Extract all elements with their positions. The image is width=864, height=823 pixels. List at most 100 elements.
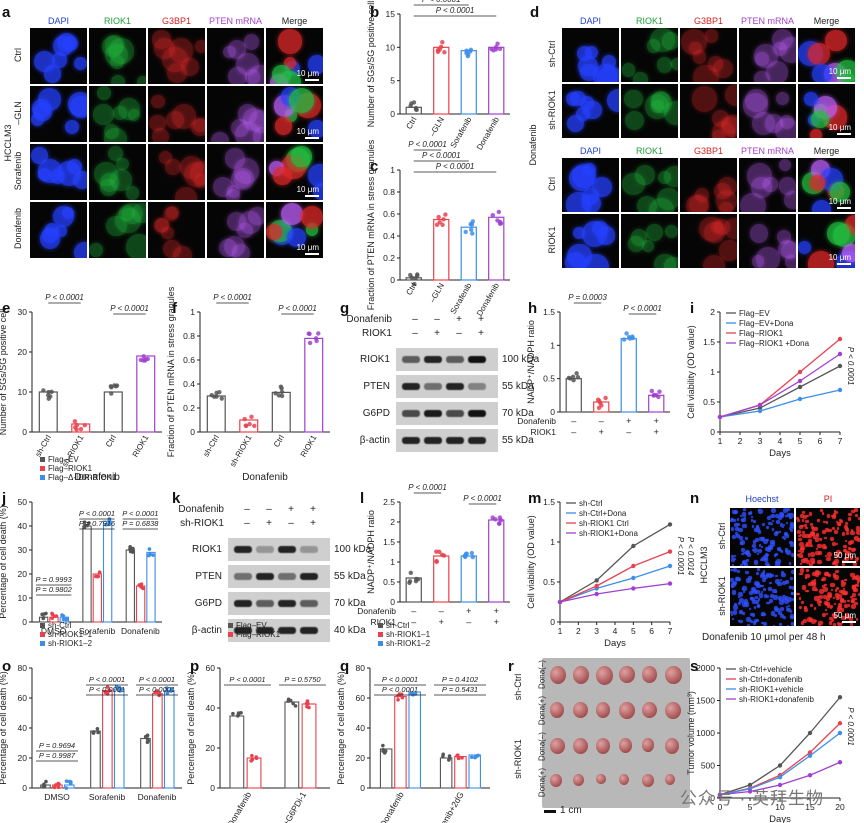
cell-signal — [74, 241, 87, 258]
legend-label: sh-RIOK1–2 — [386, 639, 431, 648]
data-point — [128, 544, 132, 549]
cell-signal — [688, 194, 709, 212]
data-point — [381, 743, 385, 748]
data-point — [415, 272, 420, 277]
bar — [38, 391, 58, 433]
data-point — [44, 779, 48, 784]
cell-signal — [827, 551, 833, 557]
cell-signal — [760, 545, 764, 549]
data-point — [209, 392, 214, 398]
bar — [460, 555, 477, 603]
cell-signal — [226, 184, 241, 199]
cell-signal — [775, 531, 779, 535]
cell-signal — [770, 539, 775, 545]
cell-signal — [750, 613, 753, 617]
protein-band — [468, 356, 486, 363]
cell-signal — [818, 603, 821, 607]
cell-signal — [118, 98, 141, 121]
chart-m: 0 0.5 1 1.5 Cell viability (OD value) 1 2 3 4 5 6 7… — [526, 497, 695, 649]
cell-signal — [806, 559, 811, 564]
cell-signal — [819, 600, 822, 604]
x-tick-label: Donafenib+2dG — [427, 790, 466, 823]
protein-band — [300, 573, 318, 580]
cell-signal — [847, 604, 851, 608]
treatment-sign: + — [310, 518, 316, 529]
data-point — [112, 383, 117, 388]
cell-signal — [273, 166, 292, 186]
cell-signal — [569, 165, 595, 191]
legend-label: sh-RIOK1–1 — [386, 630, 431, 639]
cell-signal — [855, 530, 860, 535]
cell-signal — [160, 226, 174, 240]
cell-signal — [820, 509, 824, 513]
tumor — [619, 702, 635, 720]
cell-signal — [853, 561, 857, 566]
cell-signal — [840, 520, 844, 523]
y-tick-label: 0 — [390, 275, 395, 285]
data-point — [212, 394, 217, 399]
p-value-label: P = 0.7916 — [79, 519, 116, 528]
tumor-row-label: Dona(+) — [537, 695, 547, 726]
cell-signal — [805, 542, 808, 545]
cell-signal — [844, 522, 849, 526]
cell-signal — [830, 515, 833, 518]
cell-signal — [811, 582, 817, 587]
channel-header: G3BP1 — [693, 16, 724, 26]
bar — [49, 616, 59, 623]
cell-signal — [732, 610, 738, 615]
treatment-sign: – — [434, 314, 440, 325]
data-point — [456, 753, 460, 757]
row-label: Sorafenib — [13, 151, 23, 191]
p-value-label: P < 0.0001 — [89, 685, 125, 694]
y-tick-label: 2 — [390, 517, 395, 527]
x-tick-label: 7 — [838, 436, 843, 446]
cell-signal — [762, 570, 766, 573]
cell-signal — [772, 528, 775, 531]
bar — [433, 46, 450, 115]
bar — [304, 337, 324, 433]
data-point — [490, 515, 495, 520]
data-point — [441, 217, 446, 222]
cell-signal — [725, 84, 737, 107]
data-point — [797, 396, 803, 402]
cell-signal — [832, 513, 837, 517]
data-point — [243, 423, 248, 428]
cell-signal — [248, 110, 264, 134]
y-tick-label: 0.6 — [383, 209, 395, 219]
bar — [405, 106, 422, 115]
legend-swatch — [40, 466, 45, 471]
micrograph-tile — [30, 28, 87, 84]
micrograph-tile — [739, 158, 796, 212]
cell-signal — [650, 28, 675, 53]
row-label: sh-Ctrl — [717, 522, 727, 550]
bar — [405, 577, 422, 603]
cell-signal — [844, 604, 848, 609]
data-point — [44, 611, 48, 616]
data-point — [114, 684, 119, 689]
cell-signal — [764, 114, 784, 133]
data-point — [42, 612, 46, 616]
cell-signal — [733, 605, 738, 610]
data-point — [231, 711, 235, 716]
cell-signal — [788, 516, 792, 520]
cell-signal — [236, 52, 259, 76]
data-point — [465, 54, 471, 59]
data-point — [141, 358, 146, 363]
panel-label-i: i — [690, 300, 695, 317]
legend-label: Flag–Δ-IDR-RIOK1 — [48, 473, 117, 482]
y-tick-label: 1.5 — [543, 307, 555, 317]
cell-signal — [584, 46, 598, 60]
series-line — [559, 523, 671, 603]
cell-signal — [799, 548, 804, 553]
data-point — [626, 335, 632, 340]
cell-signal — [766, 515, 771, 520]
data-point — [434, 558, 439, 564]
cell-signal — [754, 70, 770, 82]
tumor — [573, 702, 588, 719]
cell-signal — [817, 519, 820, 522]
data-point — [40, 612, 44, 617]
protein-band — [468, 437, 486, 444]
protein-band — [300, 627, 318, 634]
cell-signal — [752, 621, 756, 625]
micrograph-tile: 10 μm — [798, 214, 855, 268]
